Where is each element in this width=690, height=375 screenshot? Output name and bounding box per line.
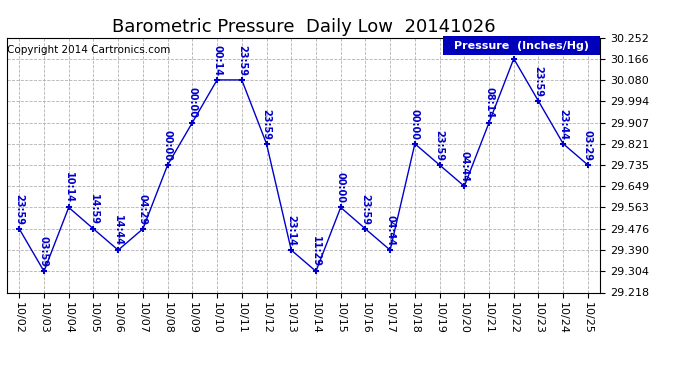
Text: 00:00: 00:00	[188, 87, 197, 118]
Text: 00:14: 00:14	[212, 45, 222, 76]
Text: 04:44: 04:44	[460, 151, 469, 182]
Text: 23:: 23:	[509, 37, 519, 54]
Text: 23:59: 23:59	[435, 130, 444, 161]
Text: 04:29: 04:29	[138, 194, 148, 225]
Text: 08:14: 08:14	[484, 87, 494, 118]
Text: 00:00: 00:00	[336, 172, 346, 203]
Text: 00:00: 00:00	[410, 109, 420, 140]
Text: Copyright 2014 Cartronics.com: Copyright 2014 Cartronics.com	[8, 45, 171, 55]
Title: Barometric Pressure  Daily Low  20141026: Barometric Pressure Daily Low 20141026	[112, 18, 495, 36]
Text: 03:29: 03:29	[583, 130, 593, 161]
Text: 23:59: 23:59	[533, 66, 544, 97]
Text: 23:44: 23:44	[558, 109, 568, 140]
Text: 03:59: 03:59	[39, 236, 49, 267]
Text: 00:00: 00:00	[163, 130, 172, 161]
Text: 11:29: 11:29	[311, 236, 321, 267]
Text: 23:59: 23:59	[14, 194, 24, 225]
Text: 10:14: 10:14	[63, 172, 74, 203]
Text: 14:59: 14:59	[88, 194, 99, 225]
Text: 23:59: 23:59	[262, 109, 271, 140]
Text: 14:44: 14:44	[113, 215, 123, 246]
Text: 23:14: 23:14	[286, 215, 296, 246]
Text: 23:59: 23:59	[237, 45, 247, 76]
Text: 04:44: 04:44	[385, 215, 395, 246]
Text: 23:59: 23:59	[360, 194, 371, 225]
